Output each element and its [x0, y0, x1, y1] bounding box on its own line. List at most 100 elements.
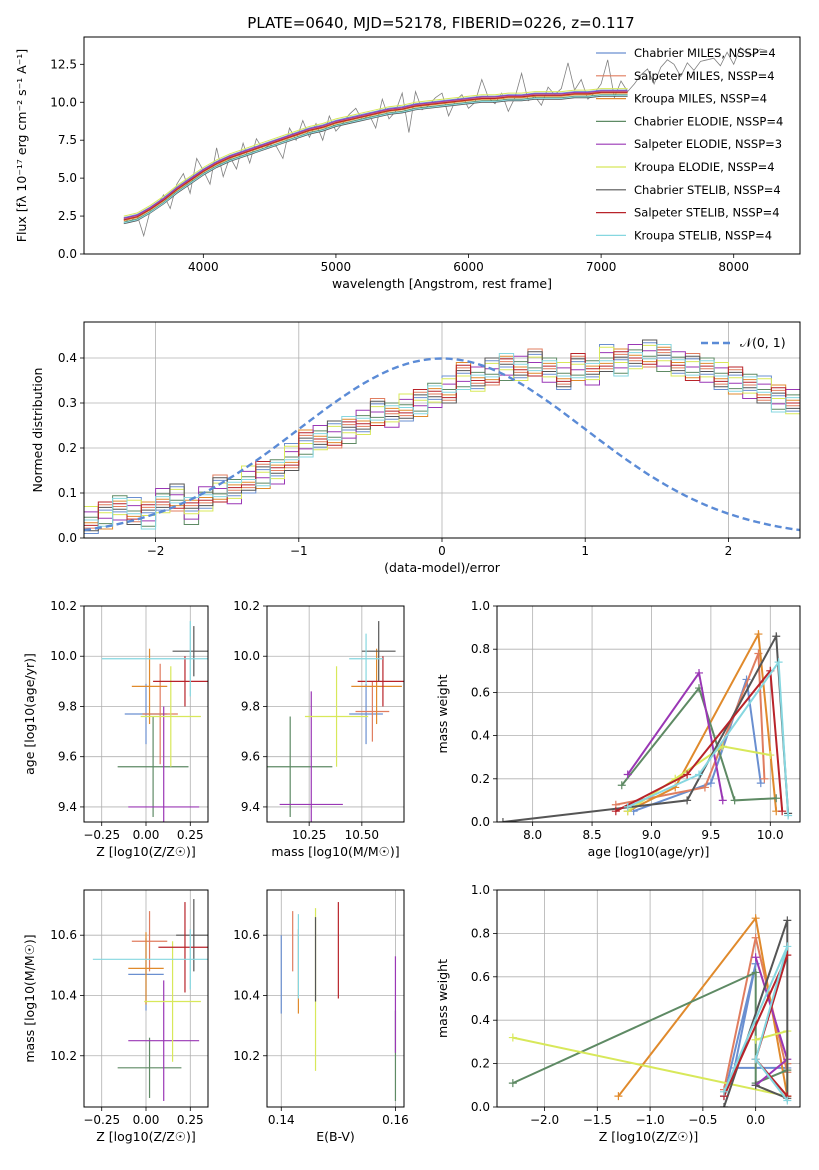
x-tick-label: 9.5: [701, 828, 720, 842]
y-tick-label: 10.2: [50, 1049, 77, 1063]
y-tick-label: 0.3: [58, 396, 77, 410]
x-tick-label: 0.00: [133, 828, 160, 842]
x-axis-label: Z [log10(Z/Z☉)]: [96, 1129, 196, 1144]
weight-marker: [756, 779, 765, 788]
weight-marker: [719, 1103, 728, 1107]
x-tick-label: 4000: [188, 260, 219, 274]
x-axis-label: wavelength [Angstrom, rest frame]: [332, 276, 552, 291]
weight-marker: [772, 632, 781, 641]
legend-label: Chabrier MILES, NSSP=4: [634, 46, 776, 60]
y-tick-label: 0.4: [58, 351, 77, 365]
x-tick-label: 5000: [321, 260, 352, 274]
weight-marker: [730, 796, 739, 805]
legend-label: Chabrier STELIB, NSSP=4: [634, 183, 781, 197]
weight-marker: [751, 968, 760, 977]
weight-line-8: [627, 659, 790, 816]
y-tick-label: 10.0: [50, 95, 77, 109]
y-tick-label: 9.6: [58, 750, 77, 764]
x-tick-label: 0.25: [177, 828, 204, 842]
y-tick-label: 10.4: [50, 988, 77, 1002]
weight-marker: [683, 796, 692, 805]
y-tick-label: 10.2: [50, 599, 77, 613]
y-tick-label: 2.5: [58, 209, 77, 223]
y-axis-label: Normed distribution: [30, 368, 45, 493]
y-tick-label: 10.2: [233, 1049, 260, 1063]
x-tick-label: 9.0: [642, 828, 661, 842]
residual-histogram-plot-area: [84, 322, 800, 538]
axes-frame: [266, 605, 405, 823]
axes-frame: [83, 321, 801, 539]
model-line-5: [123, 88, 628, 217]
legend-label: Salpeter MILES, NSSP=4: [634, 69, 775, 83]
weight-line-8: [723, 946, 789, 1102]
x-axis-label: mass [log10(M/M☉)]: [271, 844, 399, 859]
y-tick-label: 0.2: [471, 772, 490, 786]
mass-vs-ebv-plot-area: [267, 890, 404, 1107]
y-tick-label: 1.0: [471, 883, 490, 897]
y-tick-label: 12.5: [50, 57, 77, 71]
x-tick-label: −0.25: [83, 1113, 120, 1127]
y-tick-label: 0.8: [471, 926, 490, 940]
axes-frame: [83, 605, 209, 823]
weight-marker: [766, 751, 775, 760]
x-tick-label: 8000: [718, 260, 749, 274]
x-tick-label: 10.25: [292, 828, 326, 842]
weight-marker: [706, 779, 715, 788]
y-tick-label: 9.8: [58, 699, 77, 713]
weight-vs-Z-plot-area: [497, 890, 800, 1107]
weight-marker: [783, 916, 792, 925]
histogram-step-4: [84, 344, 800, 522]
weight-vs-age-plot-area: [497, 606, 800, 822]
weight-marker: [614, 1092, 623, 1101]
weight-marker: [508, 1033, 517, 1042]
legend-label: Salpeter ELODIE, NSSP=3: [634, 137, 782, 151]
x-tick-label: −2.0: [530, 1113, 559, 1127]
x-tick-label: 10.50: [345, 828, 379, 842]
weight-marker: [617, 781, 626, 790]
x-tick-label: −1: [290, 544, 308, 558]
x-tick-label: 0.16: [382, 1113, 409, 1127]
weight-marker: [751, 953, 760, 962]
weight-marker: [719, 1087, 728, 1096]
x-axis-label: Z [log10(Z/Z☉)]: [96, 844, 196, 859]
y-tick-label: 10.6: [233, 928, 260, 942]
age-vs-mass-plot-area: [267, 606, 404, 822]
x-axis-label: Z [log10(Z/Z☉)]: [599, 1129, 699, 1144]
y-tick-label: 0.6: [471, 685, 490, 699]
model-line-0: [123, 89, 628, 219]
y-tick-label: 0.1: [58, 486, 77, 500]
model-line-7: [123, 91, 628, 221]
weight-marker: [751, 914, 760, 923]
histogram-step-3: [84, 349, 800, 527]
model-line-4: [123, 90, 628, 219]
weight-line-6: [502, 632, 790, 822]
weight-marker: [611, 807, 620, 816]
histogram-step-8: [84, 344, 800, 530]
y-tick-label: 9.4: [241, 800, 260, 814]
y-tick-label: 0.0: [58, 531, 77, 545]
weight-marker: [695, 770, 703, 779]
legend-label-normal: 𝒩(0, 1): [740, 335, 786, 350]
model-line-1: [123, 91, 628, 220]
weight-marker: [783, 942, 792, 951]
normal-curve: [84, 357, 800, 532]
legend-label: Salpeter STELIB, NSSP=4: [634, 206, 780, 220]
weight-marker: [751, 1055, 760, 1064]
x-axis-label: (data-model)/error: [384, 560, 501, 575]
model-line-8: [123, 94, 628, 224]
weight-marker: [623, 770, 632, 779]
y-tick-label: 9.8: [241, 699, 260, 713]
y-tick-label: 0.0: [58, 247, 77, 261]
x-tick-label: 0.0: [746, 1113, 765, 1127]
weight-marker: [774, 658, 783, 667]
x-tick-label: −1.0: [636, 1113, 665, 1127]
weight-marker: [783, 1096, 792, 1105]
x-tick-label: 0.00: [133, 1113, 160, 1127]
axes-frame: [83, 889, 209, 1108]
x-tick-label: −0.5: [688, 1113, 717, 1127]
y-tick-label: 9.4: [58, 800, 77, 814]
axes-frame: [83, 36, 801, 255]
y-axis-label: age [log10(age/yr)]: [22, 653, 37, 775]
x-tick-label: 8.0: [523, 828, 542, 842]
x-tick-label: 10.0: [757, 828, 784, 842]
